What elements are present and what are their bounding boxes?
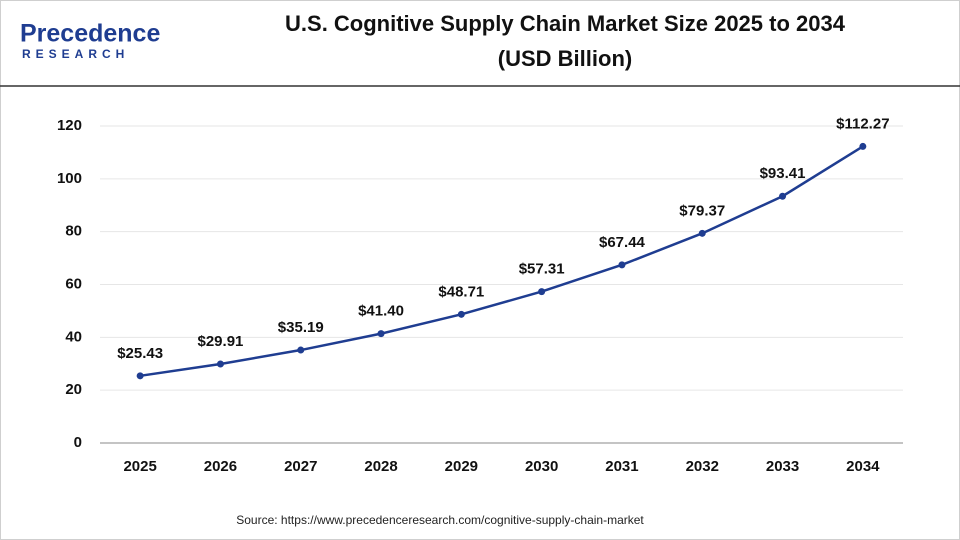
source: Source: https://www.precedenceresearch.c… [236,513,644,527]
data-label: $29.91 [198,333,244,350]
chart-title: U.S. Cognitive Supply Chain Market Size … [285,11,846,36]
series-line [139,145,864,378]
data-point [457,310,465,318]
y-tick-label: 0 [74,434,82,451]
x-tick-label: 2026 [204,458,237,475]
data-label: $79.37 [679,202,725,219]
y-tick-label: 20 [65,381,82,398]
y-tick-label: 100 [57,170,82,187]
x-tick-label: 2034 [846,458,880,475]
data-point [136,372,144,380]
data-label: $41.40 [358,303,404,320]
data-point [859,142,867,150]
y-tick-label: 60 [65,275,82,292]
y-tick-label: 120 [57,117,82,134]
logo-tagline: RESEARCH [22,47,129,61]
logo-name: Precedence [20,20,160,48]
x-tick-label: 2027 [284,458,317,475]
data-point [297,346,305,354]
data-label: $25.43 [117,345,163,362]
data-point [538,288,546,296]
x-tick-label: 2029 [445,458,478,475]
x-tick-label: 2033 [766,458,799,475]
data-point [216,360,224,368]
data-label: $93.41 [760,165,806,182]
x-tick-label: 2028 [364,458,397,475]
x-tick-label: 2032 [686,458,719,475]
data-label: $57.31 [519,261,565,278]
y-tick-label: 80 [65,223,82,240]
x-tick-label: 2031 [605,458,638,475]
y-tick-label: 40 [65,328,82,345]
data-point [698,229,706,237]
data-label: $35.19 [278,319,324,336]
data-label: $67.44 [599,234,646,251]
data-label: $112.27 [836,115,889,132]
data-point [618,261,626,269]
data-point [377,330,385,338]
x-tick-label: 2025 [123,458,156,475]
data-label: $48.71 [438,283,484,300]
data-point [779,192,787,200]
chart-subtitle: (USD Billion) [498,46,632,71]
x-tick-label: 2030 [525,458,558,475]
